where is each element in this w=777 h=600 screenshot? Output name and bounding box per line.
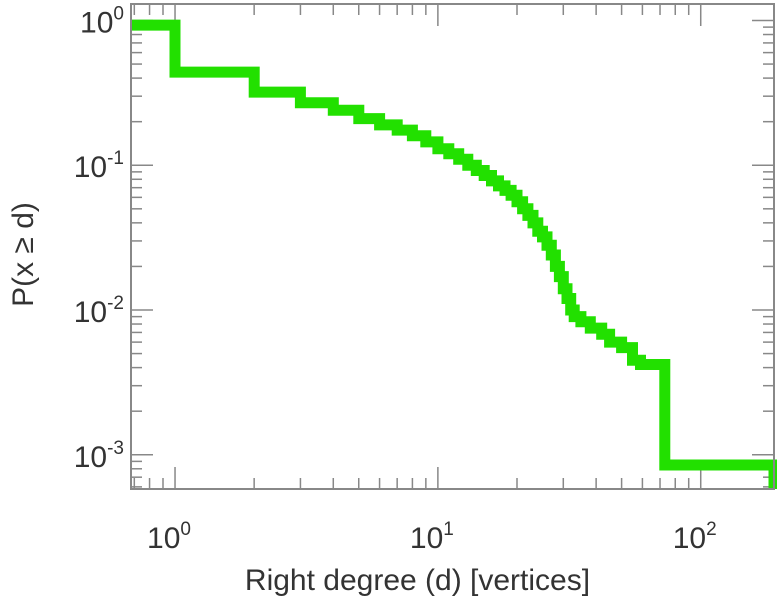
x-tick-label: 101: [410, 519, 454, 555]
x-axis-label: Right degree (d) [vertices]: [245, 564, 590, 597]
y-tick-label: 100: [80, 3, 124, 39]
y-tick-label: 10-2: [74, 293, 124, 329]
series-layer: [131, 19, 777, 489]
ccdf-step-line: [131, 19, 777, 489]
axis-ticks: [131, 4, 774, 489]
y-axis-label: P(x ≥ d): [7, 202, 40, 307]
x-tick-label: 100: [147, 519, 191, 555]
y-tick-label: 10-1: [74, 148, 124, 184]
tick-labels: 100 101 102 100 10-1 10-2 10-3: [74, 3, 717, 555]
plot-frame: [130, 3, 775, 490]
x-tick-label: 102: [673, 519, 717, 555]
y-tick-label: 10-3: [74, 438, 124, 474]
